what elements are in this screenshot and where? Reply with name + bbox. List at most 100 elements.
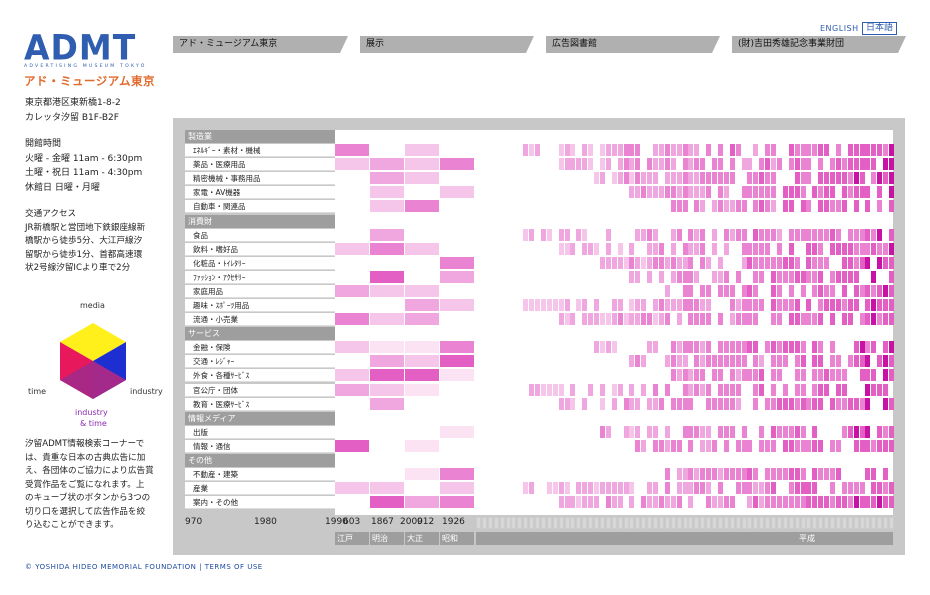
heatmap-cell[interactable] bbox=[806, 200, 812, 213]
heatmap-cell[interactable] bbox=[723, 242, 729, 255]
heatmap-cell[interactable] bbox=[889, 186, 894, 199]
heatmap-cell[interactable] bbox=[812, 256, 818, 269]
heatmap-cell[interactable] bbox=[641, 496, 647, 509]
heatmap-cell[interactable] bbox=[717, 284, 723, 297]
heatmap-cell[interactable] bbox=[800, 284, 806, 297]
heatmap-cell[interactable] bbox=[564, 242, 570, 255]
heatmap-cell[interactable] bbox=[741, 228, 747, 241]
heatmap-cell[interactable] bbox=[847, 425, 853, 438]
heatmap-cell[interactable] bbox=[865, 186, 871, 199]
heatmap-cell[interactable] bbox=[694, 425, 700, 438]
heatmap-cell[interactable] bbox=[682, 270, 688, 283]
heatmap-cell[interactable] bbox=[871, 242, 877, 255]
heatmap-cell[interactable] bbox=[664, 144, 670, 156]
heatmap-cell[interactable] bbox=[830, 467, 835, 480]
heatmap-cell[interactable] bbox=[753, 172, 759, 185]
heatmap-cell[interactable] bbox=[682, 383, 688, 396]
heatmap-cell[interactable] bbox=[712, 228, 717, 241]
heatmap-cell[interactable] bbox=[688, 284, 694, 297]
heatmap-cell[interactable] bbox=[635, 158, 641, 171]
heatmap-cell[interactable] bbox=[694, 383, 700, 396]
heatmap-cell[interactable] bbox=[806, 242, 812, 255]
heatmap-cell[interactable] bbox=[370, 355, 404, 368]
heatmap-cell[interactable] bbox=[405, 369, 439, 382]
heatmap-cell[interactable] bbox=[800, 482, 806, 494]
heatmap-cell[interactable] bbox=[794, 158, 800, 171]
heatmap-cell[interactable] bbox=[741, 313, 747, 326]
heatmap-cell[interactable] bbox=[788, 186, 794, 199]
heatmap-cell[interactable] bbox=[629, 355, 635, 368]
heatmap-cell[interactable] bbox=[747, 369, 753, 382]
heatmap-cell[interactable] bbox=[582, 228, 588, 241]
year-tick[interactable] bbox=[717, 517, 723, 529]
heatmap-cell[interactable] bbox=[647, 313, 653, 326]
heatmap-cell[interactable] bbox=[741, 439, 747, 452]
heatmap-cell[interactable] bbox=[788, 341, 794, 354]
heatmap-cell[interactable] bbox=[664, 186, 670, 199]
industry-row[interactable]: 外食・各種ｻｰﾋﾞｽ bbox=[185, 369, 335, 383]
heatmap-cell[interactable] bbox=[594, 341, 599, 354]
heatmap-cell[interactable] bbox=[370, 200, 404, 213]
heatmap-cell[interactable] bbox=[688, 482, 694, 494]
heatmap-cell[interactable] bbox=[883, 369, 889, 382]
heatmap-cell[interactable] bbox=[841, 397, 847, 410]
heatmap-cell[interactable] bbox=[871, 439, 877, 452]
heatmap-cell[interactable] bbox=[812, 341, 818, 354]
heatmap-cell[interactable] bbox=[853, 482, 859, 494]
year-tick[interactable] bbox=[558, 517, 564, 529]
heatmap-cell[interactable] bbox=[859, 369, 865, 382]
heatmap-cell[interactable] bbox=[747, 496, 753, 509]
heatmap-cell[interactable] bbox=[883, 299, 889, 311]
heatmap-cell[interactable] bbox=[658, 270, 664, 283]
heatmap-cell[interactable] bbox=[741, 467, 747, 480]
heatmap-cell[interactable] bbox=[582, 144, 588, 156]
heatmap-cell[interactable] bbox=[865, 200, 871, 213]
heatmap-cell[interactable] bbox=[717, 256, 723, 269]
heatmap-cell[interactable] bbox=[576, 482, 582, 494]
heatmap-cell[interactable] bbox=[641, 299, 647, 311]
heatmap-cell[interactable] bbox=[729, 355, 735, 368]
heatmap-cell[interactable] bbox=[759, 256, 765, 269]
heatmap-cell[interactable] bbox=[830, 242, 835, 255]
heatmap-cell[interactable] bbox=[676, 439, 682, 452]
nav-exhibition[interactable]: 展示 bbox=[360, 36, 534, 53]
heatmap-cell[interactable] bbox=[723, 186, 729, 199]
heatmap-cell[interactable] bbox=[647, 482, 653, 494]
heatmap-cell[interactable] bbox=[617, 144, 623, 156]
heatmap-cell[interactable] bbox=[747, 482, 753, 494]
heatmap-cell[interactable] bbox=[658, 397, 664, 410]
heatmap-cell[interactable] bbox=[723, 355, 729, 368]
heatmap-cell[interactable] bbox=[335, 369, 369, 382]
era-meiji[interactable]: 明治 bbox=[370, 532, 404, 545]
heatmap-cell[interactable] bbox=[776, 355, 782, 368]
cube-icon[interactable] bbox=[60, 323, 126, 399]
heatmap-cell[interactable] bbox=[664, 299, 670, 311]
heatmap-cell[interactable] bbox=[682, 186, 688, 199]
heatmap-cell[interactable] bbox=[440, 467, 474, 480]
heatmap-cell[interactable] bbox=[735, 299, 741, 311]
heatmap-cell[interactable] bbox=[782, 397, 788, 410]
heatmap-cell[interactable] bbox=[865, 383, 871, 396]
heatmap-cell[interactable] bbox=[847, 313, 853, 326]
heatmap-cell[interactable] bbox=[570, 383, 576, 396]
heatmap-cell[interactable] bbox=[830, 397, 835, 410]
footer[interactable]: © YOSHIDA HIDEO MEMORIAL FOUNDATION | TE… bbox=[25, 563, 263, 571]
heatmap-cell[interactable] bbox=[706, 355, 712, 368]
heatmap-cell[interactable] bbox=[700, 228, 706, 241]
year-tick[interactable] bbox=[782, 517, 788, 529]
era-showa[interactable]: 昭和 bbox=[440, 532, 474, 545]
heatmap-cell[interactable] bbox=[623, 158, 629, 171]
heatmap-cell[interactable] bbox=[440, 158, 474, 171]
heatmap-cell[interactable] bbox=[753, 467, 759, 480]
heatmap-cell[interactable] bbox=[729, 341, 735, 354]
heatmap-cell[interactable] bbox=[800, 355, 806, 368]
heatmap-cell[interactable] bbox=[552, 299, 558, 311]
heatmap-cell[interactable] bbox=[405, 158, 439, 171]
heatmap-cell[interactable] bbox=[771, 397, 776, 410]
heatmap-cell[interactable] bbox=[747, 439, 753, 452]
heatmap-cell[interactable] bbox=[847, 299, 853, 311]
heatmap-cell[interactable] bbox=[776, 313, 782, 326]
heatmap-cell[interactable] bbox=[370, 397, 404, 410]
heatmap-cell[interactable] bbox=[694, 144, 700, 156]
heatmap-cell[interactable] bbox=[883, 256, 889, 269]
